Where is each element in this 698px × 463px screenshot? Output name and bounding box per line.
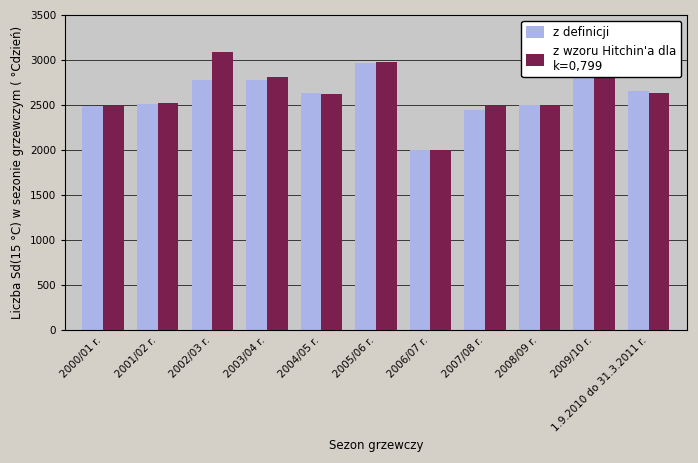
Bar [628,91,648,331]
Bar [212,52,233,331]
Bar [355,63,376,331]
Bar [594,77,615,331]
Bar [137,104,158,331]
Legend: z definicji, z wzoru Hitchin'a dla
k=0,799: z definicji, z wzoru Hitchin'a dla k=0,7… [521,21,681,77]
Bar [301,94,321,331]
Bar [574,77,594,331]
Bar [485,106,506,331]
Bar [410,150,431,331]
Bar [321,94,342,331]
Bar [103,106,124,331]
Bar [648,93,669,331]
Bar [376,63,396,331]
X-axis label: Sezon grzewczy: Sezon grzewczy [329,439,423,452]
Y-axis label: Liczba Sd(15 °C) w sezonie grzewczym ( °Cdzień): Liczba Sd(15 °C) w sezonie grzewczym ( °… [11,26,24,319]
Bar [519,105,540,331]
Bar [267,77,288,331]
Bar [246,81,267,331]
Bar [431,150,451,331]
Bar [540,106,560,331]
Bar [464,110,485,331]
Bar [82,106,103,331]
Bar [191,81,212,331]
Bar [158,103,179,331]
